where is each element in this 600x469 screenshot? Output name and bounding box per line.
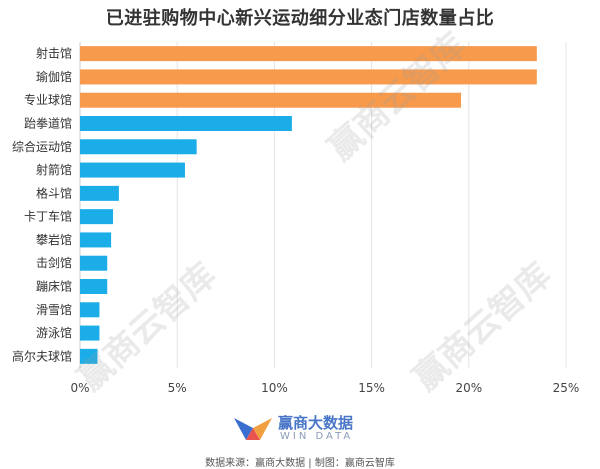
- category-label: 高尔夫球馆: [12, 348, 72, 363]
- source-note: 数据来源：赢商大数据 | 制图：赢商云智库: [205, 458, 395, 469]
- bar: [80, 162, 185, 178]
- win-data-logo: 赢商大数据 WIN DATA: [232, 412, 382, 446]
- x-tick-label: 25%: [553, 381, 580, 395]
- category-label: 射击馆: [36, 46, 72, 61]
- x-tick-label: 0%: [70, 381, 89, 395]
- category-label: 攀岩馆: [36, 232, 72, 247]
- category-label: 击剑馆: [36, 255, 72, 270]
- bar: [80, 325, 100, 341]
- bar: [80, 279, 108, 294]
- logo-name-en: WIN DATA: [280, 431, 354, 442]
- bar: [80, 302, 100, 318]
- category-label: 游泳馆: [36, 325, 72, 340]
- category-label: 蹦床馆: [36, 279, 72, 294]
- category-label: 跆拳道馆: [24, 116, 72, 131]
- x-tick-label: 20%: [455, 381, 482, 395]
- category-label: 瑜伽馆: [36, 69, 72, 84]
- logo-name-cn: 赢商大数据: [278, 414, 354, 432]
- bar: [80, 232, 112, 248]
- win-data-logo-icon: [234, 418, 272, 440]
- bar: [80, 116, 292, 131]
- category-label: 综合运动馆: [12, 139, 72, 154]
- x-tick-label: 5%: [168, 381, 187, 395]
- bar: [80, 209, 114, 225]
- category-label: 滑雪馆: [36, 302, 72, 317]
- category-label: 专业球馆: [24, 92, 72, 107]
- bar: [80, 139, 197, 155]
- chart-title: 已进驻购物中心新兴运动细分业态门店数量占比: [105, 8, 495, 29]
- category-label: 卡丁车馆: [24, 209, 72, 224]
- bar-chart: 0% 5% 10% 15% 20% 25% 射击馆瑜伽馆专业球馆跆拳道馆综合运动馆射箭馆格斗…: [12, 42, 580, 395]
- category-label: 格斗馆: [36, 185, 72, 200]
- bar: [80, 69, 537, 85]
- x-tick-label: 15%: [358, 381, 385, 395]
- bar: [80, 348, 98, 364]
- bar: [80, 185, 119, 201]
- category-label: 射箭馆: [36, 162, 72, 177]
- bar: [80, 46, 537, 62]
- x-tick-label: 10%: [261, 381, 288, 395]
- bar: [80, 92, 462, 108]
- bar: [80, 255, 108, 271]
